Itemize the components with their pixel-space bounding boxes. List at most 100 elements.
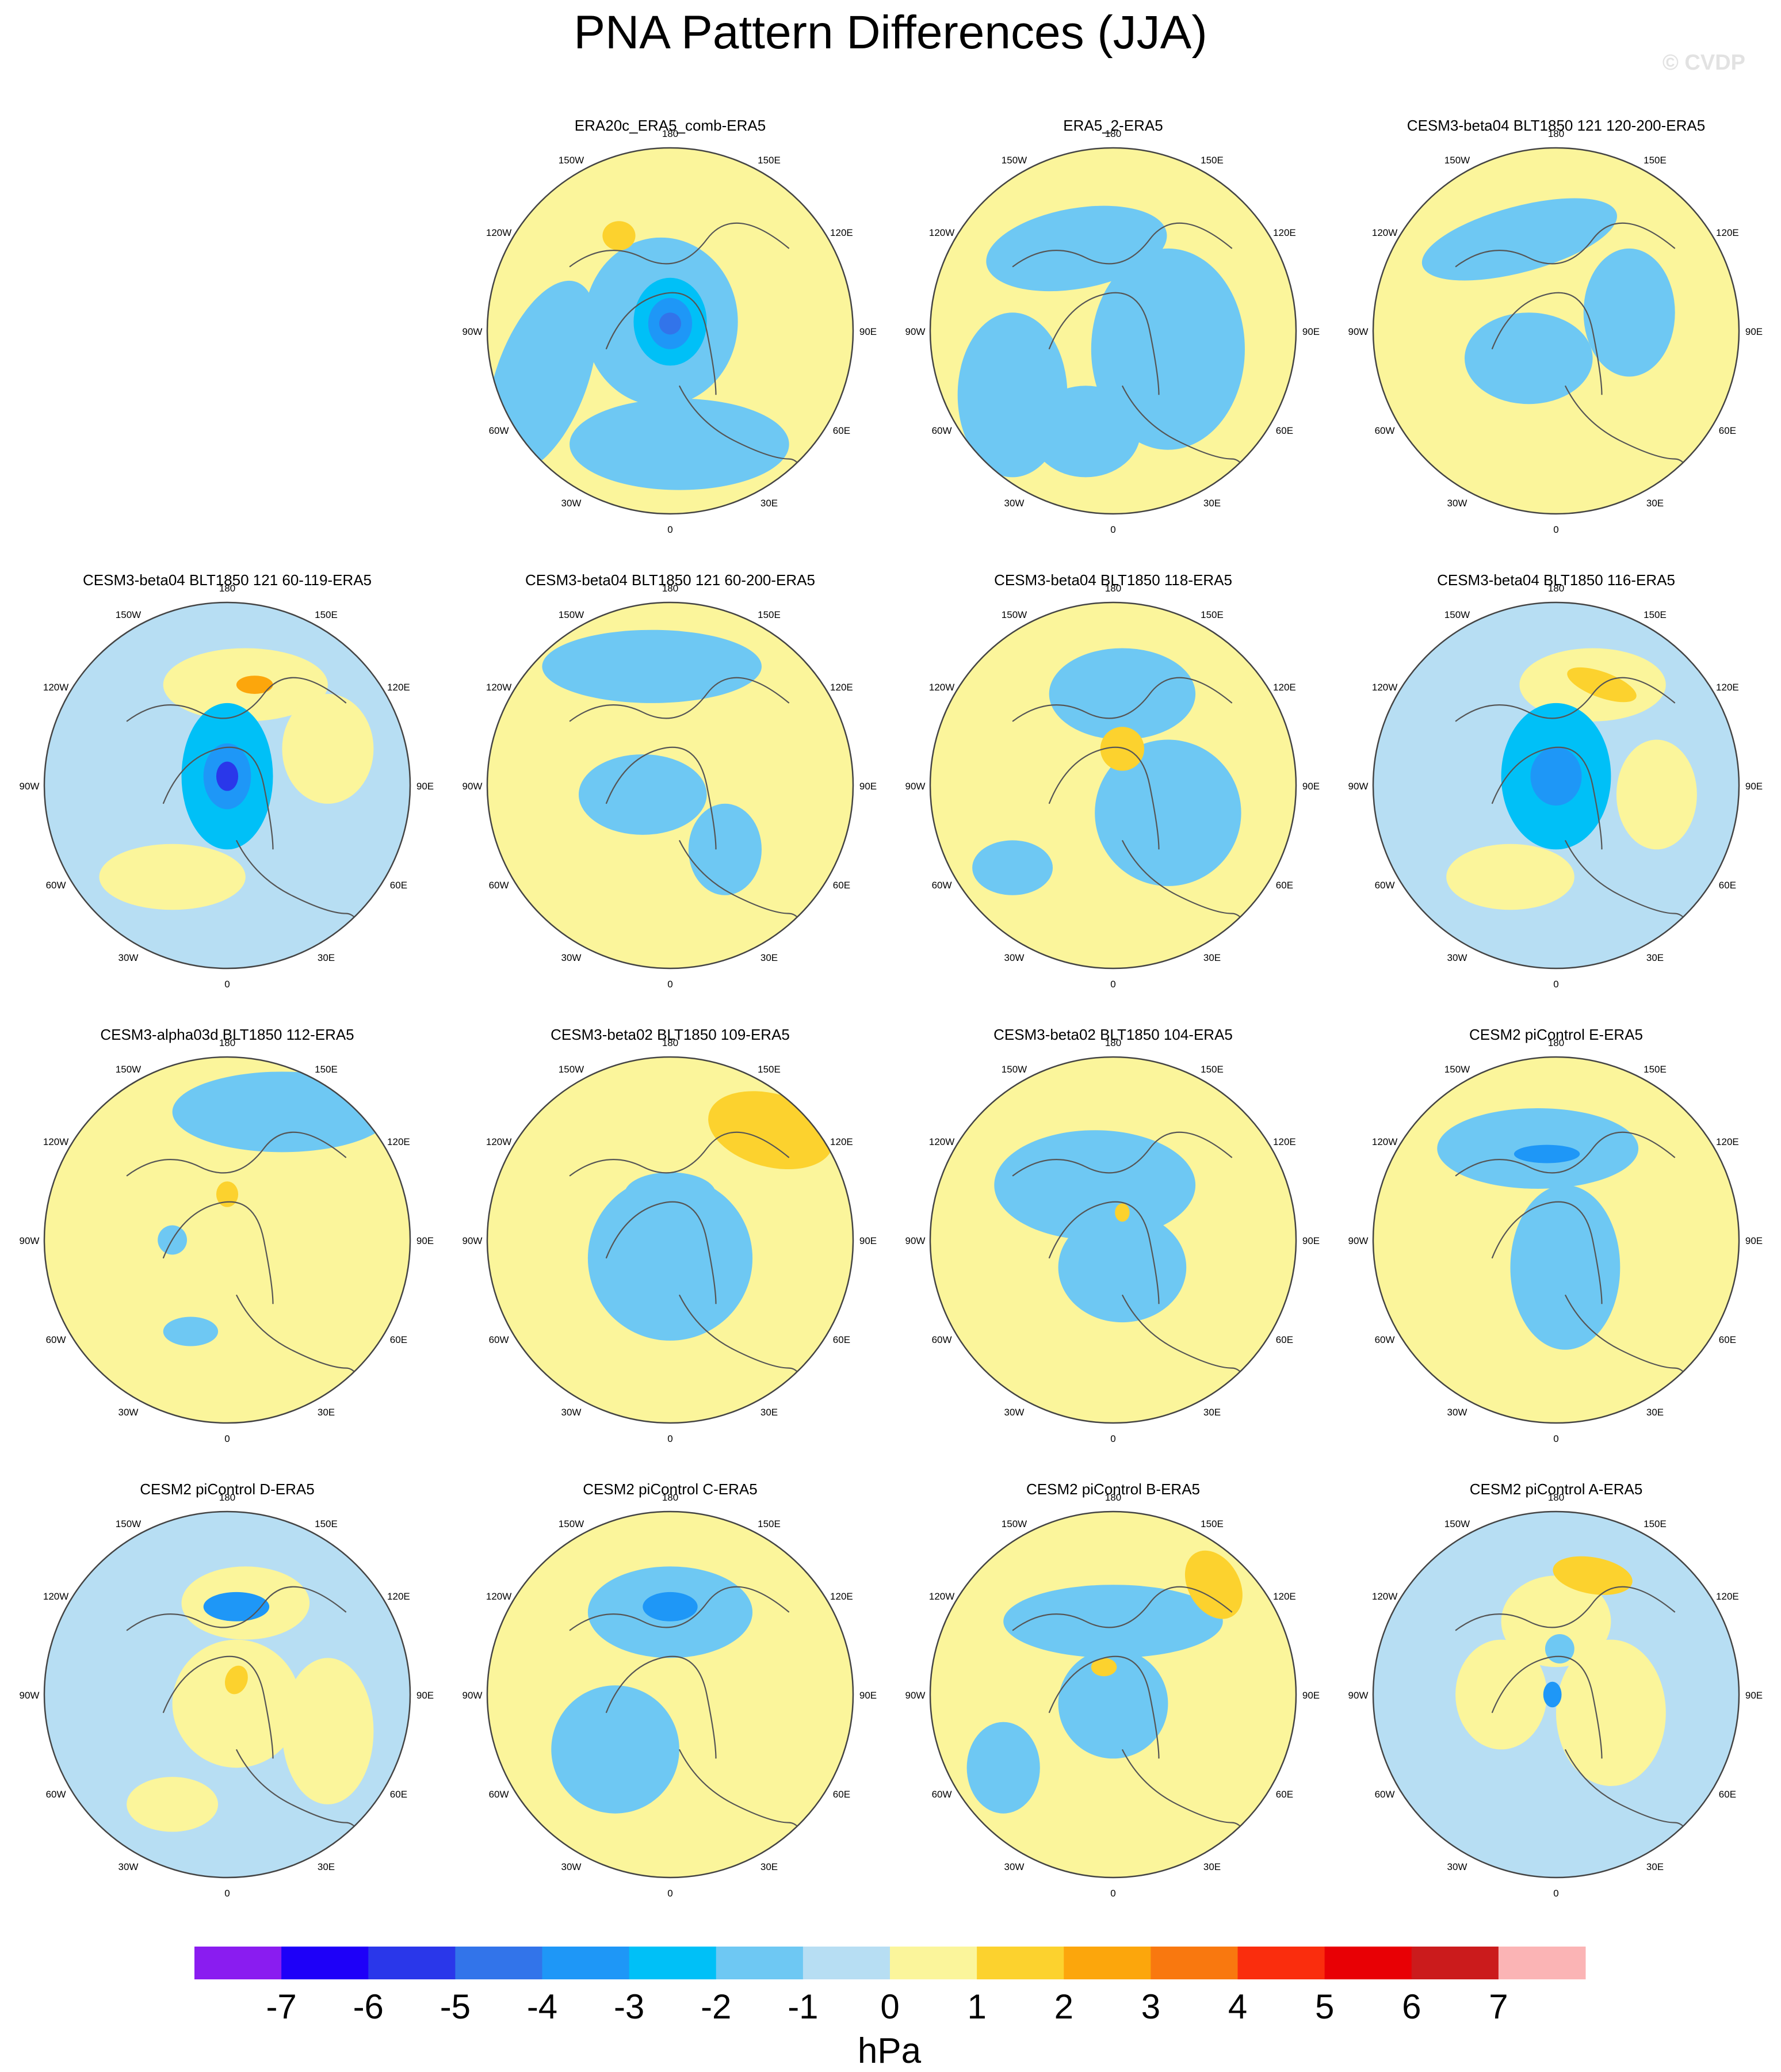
anomaly-field	[930, 1512, 1296, 1878]
anomaly-field	[930, 148, 1296, 514]
longitude-label: 60W	[1375, 1789, 1395, 1800]
longitude-label: 150E	[1201, 155, 1224, 166]
longitude-label: 90W	[1348, 1690, 1369, 1701]
anomaly-contour	[542, 629, 762, 703]
panel-title: CESM3-alpha03d BLT1850 112-ERA5	[100, 1026, 354, 1043]
colorbar-tick-label: 6	[1402, 1987, 1421, 2026]
anomaly-contour	[1510, 1185, 1621, 1350]
longitude-label: 150W	[559, 609, 584, 620]
longitude-label: 120W	[929, 682, 954, 693]
anomaly-contour	[1030, 386, 1141, 478]
longitude-label: 60E	[1276, 1334, 1293, 1345]
longitude-label: 150E	[758, 609, 781, 620]
anomaly-field	[1373, 1512, 1739, 1878]
longitude-label: 120W	[486, 1591, 511, 1602]
figure-title: PNA Pattern Differences (JJA)	[574, 6, 1207, 59]
longitude-label: 120E	[1273, 1136, 1296, 1147]
colorbar-segment	[1237, 1947, 1325, 1979]
longitude-label: 120W	[929, 227, 954, 238]
longitude-label: 30E	[1203, 498, 1221, 509]
longitude-label: 90W	[1348, 781, 1369, 792]
longitude-label: 60E	[390, 1789, 407, 1800]
longitude-label: 180	[662, 583, 678, 594]
longitude-label: 90E	[859, 781, 877, 792]
longitude-label: 120E	[1273, 227, 1296, 238]
anomaly-contour	[1530, 747, 1582, 806]
longitude-label: 120E	[830, 1136, 853, 1147]
longitude-label: 30W	[561, 952, 582, 963]
anomaly-contour	[1095, 739, 1241, 886]
anomaly-contour	[1184, 1550, 1243, 1619]
longitude-label: 150W	[116, 609, 141, 620]
colorbar-segment	[194, 1947, 282, 1979]
panel-title: CESM3-beta04 BLT1850 118-ERA5	[994, 571, 1232, 589]
longitude-label: 90W	[905, 781, 926, 792]
longitude-label: 60W	[932, 880, 952, 891]
longitude-label: 120E	[830, 1591, 853, 1602]
anomaly-contour	[643, 1592, 698, 1621]
panel-title: CESM3-beta02 BLT1850 104-ERA5	[993, 1026, 1233, 1043]
longitude-label: 0	[1553, 524, 1558, 535]
longitude-label: 30E	[1203, 1861, 1221, 1872]
anomaly-contour	[659, 312, 682, 335]
anomaly-contour	[602, 221, 636, 251]
colorbar-tick-label: 5	[1315, 1987, 1334, 2026]
longitude-label: 30W	[1447, 952, 1467, 963]
panel-title: CESM3-beta02 BLT1850 109-ERA5	[551, 1026, 790, 1043]
longitude-label: 90W	[20, 1235, 40, 1246]
anomaly-field	[487, 148, 853, 514]
longitude-label: 120W	[1372, 1136, 1397, 1147]
longitude-label: 180	[1105, 1492, 1121, 1503]
anomaly-contour	[216, 1181, 239, 1207]
panel-title: ERA20c_ERA5_comb-ERA5	[575, 117, 766, 134]
longitude-label: 0	[667, 524, 672, 535]
longitude-label: 90E	[859, 1235, 877, 1246]
longitude-label: 90W	[20, 1690, 40, 1701]
map-boundary	[43, 1056, 411, 1424]
longitude-label: 0	[1553, 1433, 1558, 1444]
longitude-label: 30E	[1203, 1407, 1221, 1418]
longitude-label: 90W	[1348, 1235, 1369, 1246]
panel-title: CESM3-beta04 BLT1850 121 120-200-ERA5	[1407, 117, 1705, 134]
longitude-label: 120W	[43, 1136, 68, 1147]
map-boundary	[929, 1056, 1297, 1424]
anomaly-contour	[1091, 1658, 1117, 1677]
longitude-label: 90E	[416, 1690, 434, 1701]
colorbar-segment	[542, 1947, 630, 1979]
colorbar-tick-label: -6	[353, 1987, 384, 2026]
map-boundary	[929, 601, 1297, 970]
anomaly-contour	[1616, 739, 1697, 850]
longitude-label: 60E	[390, 1334, 407, 1345]
anomaly-contour	[1553, 1556, 1633, 1595]
longitude-label: 30W	[119, 1861, 139, 1872]
longitude-label: 150E	[1644, 1518, 1667, 1529]
anomaly-field	[487, 602, 853, 968]
anomaly-contour	[1058, 1212, 1187, 1323]
map-boundary	[929, 1510, 1297, 1879]
longitude-label: 150E	[758, 155, 781, 166]
anomaly-contour	[163, 1317, 219, 1346]
longitude-label: 0	[224, 979, 230, 990]
longitude-label: 120E	[1273, 682, 1296, 693]
longitude-label: 60W	[932, 1334, 952, 1345]
longitude-label: 30E	[760, 952, 778, 963]
longitude-label: 120E	[1716, 227, 1739, 238]
longitude-label: 30E	[318, 1861, 335, 1872]
longitude-label: 90E	[1302, 781, 1320, 792]
longitude-label: 90W	[463, 326, 483, 337]
longitude-label: 30E	[1646, 952, 1664, 963]
longitude-label: 90E	[1302, 1235, 1320, 1246]
anomaly-field	[1373, 148, 1739, 514]
colorbar-tick-label: 1	[967, 1987, 986, 2026]
map-boundary	[486, 1056, 854, 1424]
colorbar-segment	[368, 1947, 456, 1979]
longitude-label: 60E	[833, 1789, 850, 1800]
longitude-label: 60W	[932, 425, 952, 436]
anomaly-field	[44, 602, 410, 968]
